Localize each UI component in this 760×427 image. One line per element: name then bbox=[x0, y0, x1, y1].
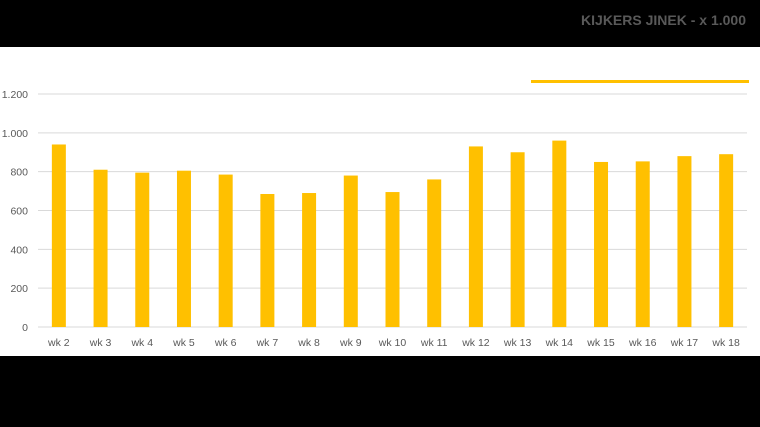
x-tick-label: wk 10 bbox=[378, 337, 407, 349]
x-tick-label: wk 7 bbox=[256, 337, 279, 349]
bar-wk-3 bbox=[93, 169, 108, 327]
x-tick-label: wk 9 bbox=[339, 337, 362, 349]
bar-wk-5 bbox=[176, 170, 191, 327]
x-tick-label: wk 16 bbox=[628, 337, 657, 349]
x-tick-label: wk 11 bbox=[420, 337, 448, 349]
x-tick-label: wk 17 bbox=[670, 337, 699, 349]
bar-wk-15 bbox=[594, 161, 609, 327]
x-tick-label: wk 15 bbox=[586, 337, 615, 349]
bar-wk-6 bbox=[218, 174, 233, 327]
x-tick-label: wk 3 bbox=[89, 337, 112, 349]
title-underline bbox=[531, 80, 749, 83]
y-tick-label: 1.000 bbox=[2, 128, 28, 140]
x-tick-label: wk 13 bbox=[503, 337, 532, 349]
bar-wk-7 bbox=[260, 193, 275, 327]
y-tick-label: 800 bbox=[10, 167, 28, 179]
bar-wk-11 bbox=[427, 179, 442, 327]
y-tick-label: 400 bbox=[10, 244, 28, 256]
bar-wk-18 bbox=[719, 154, 734, 327]
y-tick-label: 200 bbox=[10, 283, 28, 295]
x-tick-label: wk 4 bbox=[130, 337, 153, 349]
bar-wk-2 bbox=[51, 144, 66, 327]
bar-wk-9 bbox=[343, 175, 358, 327]
bar-wk-17 bbox=[677, 156, 692, 327]
chart-title: KIJKERS JINEK - x 1.000 bbox=[581, 12, 746, 28]
x-tick-label: wk 6 bbox=[214, 337, 237, 349]
bar-wk-16 bbox=[635, 161, 650, 327]
bar-wk-10 bbox=[385, 192, 400, 327]
chart-panel bbox=[0, 47, 760, 356]
x-tick-label: wk 8 bbox=[297, 337, 320, 349]
y-tick-label: 0 bbox=[22, 322, 28, 334]
bar-wk-14 bbox=[552, 140, 567, 327]
bar-wk-8 bbox=[302, 193, 317, 327]
y-tick-label: 1.200 bbox=[2, 89, 28, 101]
bar-wk-13 bbox=[510, 152, 525, 327]
x-tick-label: wk 18 bbox=[711, 337, 740, 349]
x-tick-label: wk 12 bbox=[461, 337, 490, 349]
bar-wk-4 bbox=[135, 172, 150, 327]
x-tick-label: wk 14 bbox=[545, 337, 574, 349]
bar-wk-12 bbox=[468, 146, 483, 327]
x-tick-label: wk 5 bbox=[172, 337, 195, 349]
y-tick-label: 600 bbox=[10, 206, 28, 218]
x-tick-label: wk 2 bbox=[47, 337, 70, 349]
